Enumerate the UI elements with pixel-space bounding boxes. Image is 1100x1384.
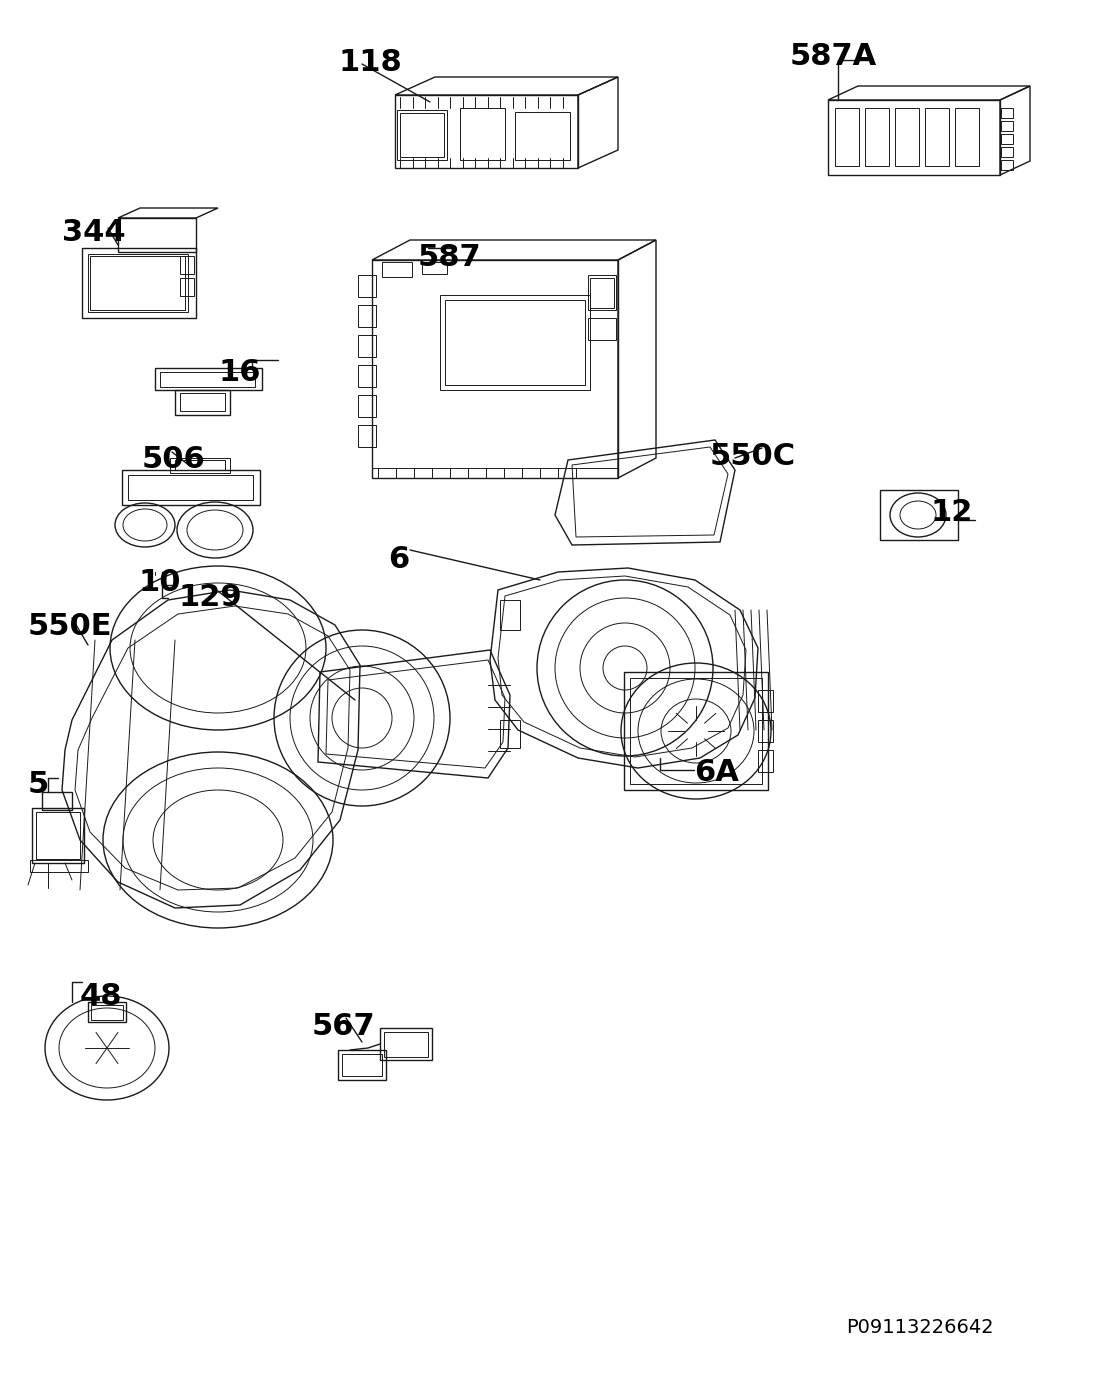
Bar <box>384 1032 428 1057</box>
Bar <box>588 318 616 340</box>
Bar <box>358 365 376 388</box>
Bar <box>955 108 979 166</box>
Text: 10: 10 <box>138 567 180 597</box>
Bar <box>422 262 447 274</box>
Text: 6: 6 <box>388 545 409 574</box>
Bar <box>180 393 226 411</box>
Bar <box>460 108 505 161</box>
Bar <box>382 262 412 277</box>
Bar <box>515 112 570 161</box>
Text: 118: 118 <box>338 48 402 78</box>
Bar <box>835 108 859 166</box>
Bar <box>88 1002 126 1021</box>
Bar <box>1001 147 1013 156</box>
Bar <box>358 335 376 357</box>
Bar <box>1001 161 1013 170</box>
Bar <box>170 458 230 473</box>
Bar <box>400 113 444 156</box>
Bar <box>925 108 949 166</box>
Bar <box>590 278 614 309</box>
Text: 12: 12 <box>930 498 972 527</box>
Bar <box>358 394 376 417</box>
Text: 16: 16 <box>218 358 261 388</box>
Bar <box>342 1055 382 1075</box>
Bar <box>338 1050 386 1080</box>
Bar <box>865 108 889 166</box>
Bar <box>895 108 918 166</box>
Bar <box>88 255 188 311</box>
Text: 6A: 6A <box>694 758 739 787</box>
Text: 567: 567 <box>312 1012 375 1041</box>
Bar <box>160 372 255 388</box>
Text: 344: 344 <box>62 219 125 246</box>
Bar <box>180 256 194 274</box>
Bar <box>358 304 376 327</box>
Bar <box>30 859 88 872</box>
Text: 550E: 550E <box>28 612 112 641</box>
Bar <box>1001 120 1013 131</box>
Bar <box>758 750 773 772</box>
Bar <box>358 275 376 298</box>
Bar <box>758 691 773 711</box>
Text: 550C: 550C <box>710 441 796 471</box>
Text: 48: 48 <box>80 983 122 1010</box>
Bar <box>1001 108 1013 118</box>
Text: 506: 506 <box>142 446 206 473</box>
Bar <box>500 601 520 630</box>
Bar <box>36 812 80 859</box>
Text: P09113226642: P09113226642 <box>846 1318 993 1337</box>
Bar <box>42 792 72 810</box>
Bar <box>91 1005 123 1020</box>
Bar <box>358 425 376 447</box>
Bar <box>128 475 253 500</box>
Bar <box>379 1028 432 1060</box>
Bar <box>175 459 226 471</box>
Bar <box>90 256 185 310</box>
Bar <box>500 720 520 747</box>
Bar <box>1001 134 1013 144</box>
Bar <box>180 278 194 296</box>
Bar <box>446 300 585 385</box>
Text: 129: 129 <box>178 583 242 612</box>
Bar <box>758 720 773 742</box>
Text: 587: 587 <box>418 244 482 273</box>
Bar <box>588 275 616 310</box>
Text: 587A: 587A <box>790 42 878 71</box>
Bar <box>397 109 447 161</box>
Bar <box>32 808 84 864</box>
Text: 5: 5 <box>28 770 50 799</box>
Bar <box>440 295 590 390</box>
